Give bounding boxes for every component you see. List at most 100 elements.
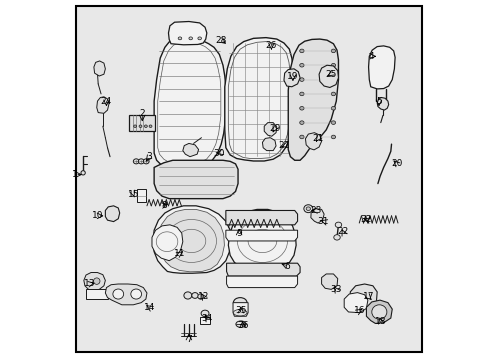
Ellipse shape [303, 205, 312, 213]
Polygon shape [368, 46, 394, 89]
Ellipse shape [330, 92, 335, 96]
Text: 5: 5 [375, 96, 381, 105]
Polygon shape [319, 65, 338, 87]
Polygon shape [284, 69, 300, 87]
Text: 8: 8 [161, 201, 166, 210]
Polygon shape [225, 211, 297, 225]
Ellipse shape [330, 107, 335, 110]
Ellipse shape [81, 171, 85, 175]
Text: 32: 32 [360, 215, 371, 224]
Text: 26: 26 [265, 41, 277, 50]
Ellipse shape [330, 63, 335, 67]
Ellipse shape [93, 278, 100, 284]
Polygon shape [158, 210, 224, 272]
Text: 11: 11 [174, 249, 185, 258]
Text: 14: 14 [143, 303, 155, 312]
Ellipse shape [113, 289, 123, 299]
Polygon shape [105, 284, 147, 305]
Text: 9: 9 [236, 229, 242, 238]
Ellipse shape [299, 78, 304, 81]
Polygon shape [305, 133, 321, 150]
Polygon shape [83, 273, 105, 291]
Polygon shape [224, 38, 294, 161]
Polygon shape [97, 97, 109, 113]
Text: 21: 21 [312, 134, 323, 143]
Text: 34: 34 [201, 314, 212, 323]
Polygon shape [321, 274, 337, 289]
Text: 7: 7 [185, 335, 191, 344]
Ellipse shape [149, 125, 152, 127]
Polygon shape [264, 123, 276, 136]
Ellipse shape [191, 293, 198, 298]
Polygon shape [310, 209, 324, 223]
Ellipse shape [299, 135, 304, 139]
Ellipse shape [131, 289, 142, 299]
Text: 27: 27 [278, 141, 289, 150]
Ellipse shape [371, 305, 386, 319]
Text: 2: 2 [139, 109, 145, 118]
Text: 20: 20 [390, 159, 402, 168]
Polygon shape [154, 160, 238, 199]
Ellipse shape [235, 321, 245, 327]
Ellipse shape [198, 294, 203, 299]
Ellipse shape [183, 292, 191, 299]
Ellipse shape [233, 310, 246, 316]
Ellipse shape [299, 107, 304, 110]
Text: 6: 6 [284, 262, 290, 271]
Bar [86, 289, 107, 299]
Ellipse shape [144, 125, 147, 127]
Polygon shape [228, 210, 296, 272]
Polygon shape [262, 138, 276, 150]
Text: 4: 4 [368, 52, 374, 61]
Text: 16: 16 [353, 306, 364, 315]
Polygon shape [233, 303, 247, 316]
Text: 23: 23 [310, 206, 321, 215]
Polygon shape [376, 98, 388, 110]
Ellipse shape [233, 298, 246, 308]
Polygon shape [344, 293, 367, 313]
Polygon shape [200, 317, 210, 324]
Polygon shape [153, 206, 230, 273]
Polygon shape [225, 230, 297, 241]
Text: 17: 17 [362, 292, 373, 301]
Text: 10: 10 [92, 211, 103, 220]
Ellipse shape [335, 222, 341, 228]
Text: 13: 13 [83, 279, 95, 288]
Ellipse shape [305, 207, 310, 211]
Ellipse shape [133, 125, 136, 127]
Ellipse shape [299, 63, 304, 67]
Bar [129, 116, 155, 131]
Text: 12: 12 [197, 292, 208, 301]
Text: 24: 24 [101, 96, 112, 105]
Polygon shape [226, 276, 297, 288]
Ellipse shape [330, 49, 335, 53]
Ellipse shape [330, 135, 335, 139]
Polygon shape [105, 206, 120, 222]
Ellipse shape [133, 159, 139, 164]
Text: 36: 36 [237, 321, 248, 330]
Ellipse shape [333, 235, 340, 240]
Polygon shape [154, 39, 225, 167]
FancyBboxPatch shape [76, 6, 421, 352]
Ellipse shape [299, 121, 304, 125]
Polygon shape [168, 22, 206, 45]
Polygon shape [226, 263, 300, 276]
Text: 1: 1 [72, 170, 78, 179]
Text: 3: 3 [146, 152, 152, 161]
Text: 25: 25 [324, 70, 336, 79]
Ellipse shape [178, 37, 182, 40]
Text: 15: 15 [127, 190, 139, 199]
Text: 29: 29 [269, 123, 280, 132]
Text: 30: 30 [213, 149, 224, 158]
Ellipse shape [201, 310, 208, 317]
Ellipse shape [138, 159, 144, 164]
Text: 22: 22 [337, 228, 348, 237]
Text: 35: 35 [235, 306, 246, 315]
Text: 19: 19 [286, 72, 298, 81]
Text: 33: 33 [329, 285, 341, 294]
Ellipse shape [299, 49, 304, 53]
Ellipse shape [139, 125, 142, 127]
Ellipse shape [330, 121, 335, 125]
Ellipse shape [188, 37, 192, 40]
Ellipse shape [198, 37, 201, 40]
